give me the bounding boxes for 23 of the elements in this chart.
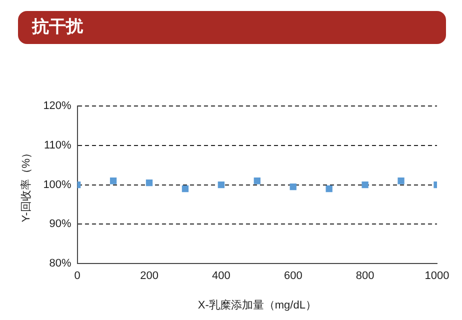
point (254, 178, 260, 184)
y-tick-label: 120% (43, 100, 72, 112)
x-axis-title: X-乳糜添加量（mg/dL） (198, 298, 316, 312)
chart-title: 抗干扰 (18, 11, 446, 44)
y-tick-label: 100% (43, 178, 72, 191)
point (146, 180, 153, 186)
x-tick-label: 600 (284, 270, 302, 282)
point (398, 178, 404, 184)
point (362, 181, 368, 188)
point (326, 185, 332, 192)
x-tick-label: 400 (212, 270, 230, 282)
point (182, 185, 189, 192)
x-tick-label: 0 (74, 270, 80, 282)
x-tick-label: 200 (140, 270, 158, 282)
y-axis-title: Y-回收率（%） (20, 147, 33, 222)
point (110, 178, 117, 184)
x-tick-label: 800 (356, 270, 374, 282)
point (218, 181, 225, 188)
y-tick-label: 80% (49, 258, 72, 270)
x-tick-label: 1000 (424, 270, 450, 282)
y-tick-label: 110% (44, 139, 72, 152)
y-tick-label: 90% (49, 218, 72, 230)
point (290, 183, 296, 190)
